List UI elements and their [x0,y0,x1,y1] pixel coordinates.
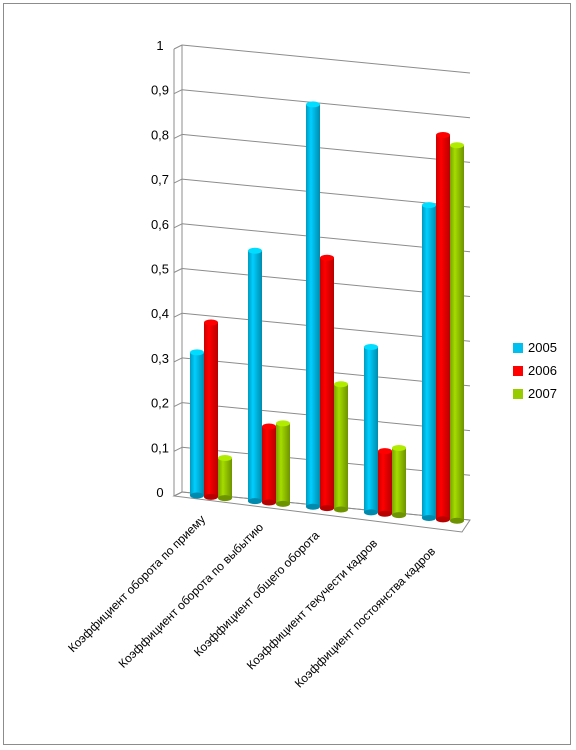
legend-swatch [513,389,523,399]
bar [320,254,334,512]
tick-mark [173,357,183,363]
y-tick-label: 0,5 [151,262,169,277]
bar [276,420,290,507]
y-tick-label: 0,7 [151,172,169,187]
tick-mark [173,446,183,452]
bar [422,202,436,522]
tick-mark [173,223,183,229]
tick-mark [173,178,183,184]
legend-label: 2007 [528,386,557,401]
bar [392,445,406,519]
y-tick-label: 0,2 [151,396,169,411]
y-tick-label: 0,1 [151,440,169,455]
y-tick-label: 0,8 [151,127,169,142]
gridline [181,133,471,163]
tick-mark [173,402,183,408]
bar [436,131,450,523]
category-label: Коэффициент постоянства кадров [292,544,438,690]
gridline [181,89,471,119]
y-tick-label: 0,6 [151,217,169,232]
bar [450,142,464,524]
bar [334,381,348,513]
bar [262,423,276,506]
y-tick-label: 0,9 [151,83,169,98]
y-tick-labels: 0 0,1 0,2 0,3 0,4 0,5 0,6 0,7 0,8 0,9 1 [151,38,169,500]
bar [378,448,392,517]
category-label: Коэффициент общего оборота [191,528,322,659]
category-label: Коэффициент оборота по выбытию [116,520,266,670]
legend-label: 2006 [528,363,557,378]
tick-mark [173,312,183,318]
y-tick-label: 0,4 [151,306,169,321]
category-label: Коэффициент текучести кадров [244,536,380,672]
bar [248,247,262,505]
category-labels: Коэффициент оборота по приемуКоэффициент… [65,512,438,690]
category-label: Коэффициент оборота по приему [65,512,208,655]
y-tick-label: 0,3 [151,351,169,366]
legend-label: 2005 [528,340,557,355]
bars [190,101,464,524]
tick-mark [173,133,183,139]
legend-swatch [513,366,523,376]
bar [218,454,232,502]
y-tick-label: 0 [156,485,163,500]
gridline [181,178,471,208]
bar [204,319,218,500]
tick-mark [173,268,183,273]
bar [364,343,378,516]
bar [190,349,204,499]
bar [306,101,320,510]
chart-frame [3,3,571,745]
tick-mark [173,44,183,50]
y-tick-label: 1 [156,38,163,53]
legend-swatch [513,343,523,353]
tick-mark [173,89,183,95]
gridline [181,44,471,74]
legend: 2005 2006 2007 [513,340,557,401]
